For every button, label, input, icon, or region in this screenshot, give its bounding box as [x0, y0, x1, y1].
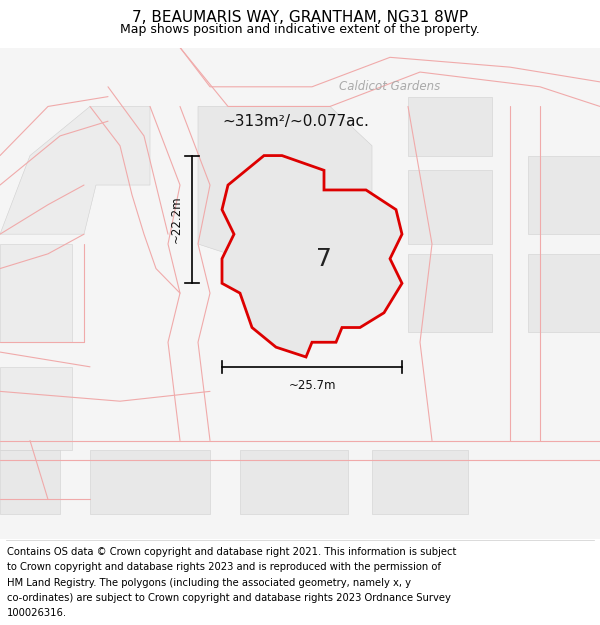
Text: co-ordinates) are subject to Crown copyright and database rights 2023 Ordnance S: co-ordinates) are subject to Crown copyr…	[7, 592, 451, 602]
Polygon shape	[528, 156, 600, 234]
Polygon shape	[0, 367, 72, 451]
Polygon shape	[240, 451, 348, 514]
Polygon shape	[90, 451, 210, 514]
Text: HM Land Registry. The polygons (including the associated geometry, namely x, y: HM Land Registry. The polygons (includin…	[7, 578, 411, 587]
Polygon shape	[0, 106, 150, 234]
Text: 7: 7	[316, 247, 332, 271]
Polygon shape	[222, 156, 402, 357]
Text: ~22.2m: ~22.2m	[170, 196, 183, 243]
Text: Contains OS data © Crown copyright and database right 2021. This information is : Contains OS data © Crown copyright and d…	[7, 548, 457, 558]
Polygon shape	[528, 254, 600, 332]
Text: Caldicot Gardens: Caldicot Gardens	[340, 80, 440, 93]
Polygon shape	[408, 254, 492, 332]
Polygon shape	[0, 451, 60, 514]
Text: 100026316.: 100026316.	[7, 608, 67, 618]
Text: to Crown copyright and database rights 2023 and is reproduced with the permissio: to Crown copyright and database rights 2…	[7, 562, 441, 572]
Polygon shape	[372, 451, 468, 514]
Polygon shape	[408, 97, 492, 156]
Text: Map shows position and indicative extent of the property.: Map shows position and indicative extent…	[120, 22, 480, 36]
Polygon shape	[0, 244, 72, 342]
Text: ~313m²/~0.077ac.: ~313m²/~0.077ac.	[222, 114, 369, 129]
Text: 7, BEAUMARIS WAY, GRANTHAM, NG31 8WP: 7, BEAUMARIS WAY, GRANTHAM, NG31 8WP	[132, 9, 468, 24]
Text: ~25.7m: ~25.7m	[288, 379, 336, 392]
Polygon shape	[198, 106, 372, 293]
Polygon shape	[408, 170, 492, 244]
